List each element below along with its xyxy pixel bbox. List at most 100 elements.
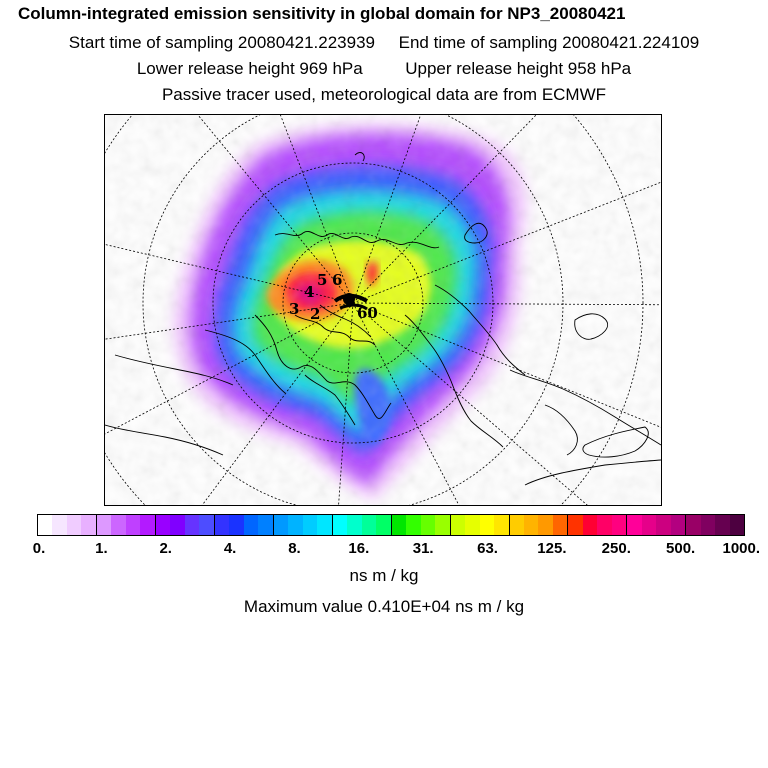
island xyxy=(464,222,488,244)
maximum-value-label: Maximum value 0.410E+04 ns m / kg xyxy=(243,597,525,616)
plot-title: Column-integrated emission sensitivity i… xyxy=(18,4,626,23)
coastline xyxy=(294,314,376,346)
meridian xyxy=(352,302,588,505)
meridian xyxy=(352,115,537,304)
color-scale-swatch xyxy=(96,515,112,535)
trajectory-markers xyxy=(333,293,369,311)
color-scale-swatch xyxy=(214,515,230,535)
color-scale-swatch xyxy=(450,515,466,535)
coastline xyxy=(509,369,661,446)
color-scale-swatch xyxy=(568,515,583,535)
color-scale-swatch xyxy=(406,515,421,535)
start-time-label: Start time of sampling 20080421.223939 xyxy=(68,33,376,52)
color-scale-tick-label: 2. xyxy=(159,540,172,557)
units-label: ns m / kg xyxy=(349,566,419,585)
tracer-note: Passive tracer used, meteorological data… xyxy=(161,85,607,104)
color-scale-swatch xyxy=(184,515,200,535)
meridian xyxy=(352,115,422,304)
sampling-times: Start time of sampling 20080421.223939 E… xyxy=(0,33,768,53)
field-texture xyxy=(105,115,661,505)
color-scale-swatch xyxy=(552,515,569,535)
color-scale-swatch xyxy=(243,515,259,535)
end-time-label: End time of sampling 20080421.224109 xyxy=(398,33,700,52)
color-scale-tick-label: 16. xyxy=(348,540,370,557)
color-scale-swatch xyxy=(391,515,407,535)
color-scale-swatch xyxy=(686,515,701,535)
marker-label: 2 xyxy=(310,305,320,323)
lower-release-label: Lower release height 969 hPa xyxy=(136,59,363,78)
coastline xyxy=(524,459,661,486)
meridian xyxy=(105,302,354,340)
coastline xyxy=(304,374,356,426)
island xyxy=(574,313,609,340)
color-scale-swatch xyxy=(656,515,671,535)
meridian xyxy=(352,302,661,306)
color-scale-swatch xyxy=(641,515,657,535)
color-scale-ticks: 0. 1. 2. 4. 8. 16. 31. 63. 125. 250. 500. 1000. xyxy=(0,540,768,560)
color-scale-tick-label: 250. xyxy=(601,540,631,557)
color-scale-swatch xyxy=(465,515,480,535)
meridian xyxy=(352,181,661,304)
color-scale-tick-label: 63. xyxy=(477,540,498,557)
meridian xyxy=(105,244,354,304)
coastline xyxy=(114,354,234,386)
marker-label: 3 xyxy=(289,300,299,318)
color-scale-swatch xyxy=(509,515,524,535)
coastline xyxy=(105,424,224,456)
color-scale-swatch xyxy=(729,515,745,535)
coastline xyxy=(404,314,504,448)
color-scale-swatch xyxy=(229,515,244,535)
sensitivity-field xyxy=(105,115,661,505)
color-scale-swatch xyxy=(700,515,716,535)
coastline xyxy=(274,231,440,249)
color-scale-swatch xyxy=(582,515,598,535)
color-scale-swatch xyxy=(302,515,318,535)
color-scale-swatch xyxy=(494,515,510,535)
color-scale-swatch xyxy=(170,515,185,535)
island xyxy=(582,426,649,458)
meridian xyxy=(197,115,354,304)
trajectory-track xyxy=(339,303,368,311)
color-scale-swatch xyxy=(523,515,539,535)
color-scale-swatch xyxy=(258,515,274,535)
coastline xyxy=(204,329,286,394)
upper-release-label: Upper release height 958 hPa xyxy=(405,59,632,78)
color-scale-swatch xyxy=(479,515,495,535)
latitude-circle-60 xyxy=(212,162,494,444)
color-scale-swatch xyxy=(38,515,53,535)
meridian xyxy=(352,302,661,428)
color-scale-swatch xyxy=(376,515,392,535)
coastline xyxy=(354,152,365,162)
coastlines xyxy=(105,152,661,486)
release-heights: Lower release height 969 hPa Upper relea… xyxy=(0,59,768,79)
color-scale-tick-label: 125. xyxy=(537,540,567,557)
release-point xyxy=(343,293,355,305)
marker-label: 5 xyxy=(317,271,327,289)
coastline xyxy=(319,304,372,338)
color-scale-swatch xyxy=(670,515,687,535)
color-scale-swatch xyxy=(199,515,215,535)
marker-label: 6 xyxy=(332,271,342,289)
color-scale-swatch xyxy=(597,515,612,535)
map-panel: 5 6 4 3 2 60 xyxy=(104,114,662,506)
coastline xyxy=(434,284,526,376)
color-scale-tick-label: 500. xyxy=(666,540,696,557)
marker-labels: 5 6 4 3 2 60 xyxy=(289,271,378,323)
color-scale-swatch xyxy=(538,515,553,535)
color-scale-swatch xyxy=(347,515,362,535)
coastline xyxy=(544,404,578,456)
color-scale-swatch xyxy=(435,515,451,535)
latitude-circle-50 xyxy=(142,115,564,505)
color-scale-swatch xyxy=(52,515,67,535)
color-scale-swatch xyxy=(611,515,628,535)
coastline xyxy=(254,314,392,419)
color-scale-swatch xyxy=(111,515,126,535)
color-scale-swatch xyxy=(81,515,97,535)
color-scale-swatch xyxy=(420,515,436,535)
color-scale-bar xyxy=(37,514,745,536)
color-scale-swatch xyxy=(361,515,377,535)
latitude-circle-40 xyxy=(105,115,644,505)
color-scale-tick-label: 4. xyxy=(223,540,237,557)
color-scale-swatch xyxy=(155,515,171,535)
color-scale-tick-label: 1. xyxy=(95,540,108,557)
